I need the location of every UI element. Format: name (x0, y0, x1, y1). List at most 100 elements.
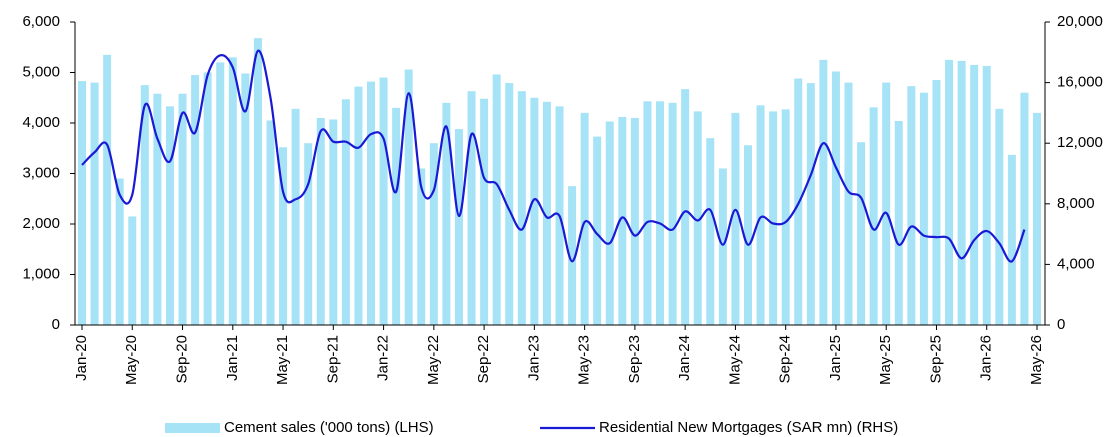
bar (970, 64, 979, 326)
bar (304, 143, 313, 325)
bar (316, 117, 325, 325)
bar (580, 112, 589, 326)
bar (203, 72, 212, 325)
bar (103, 54, 112, 325)
bar (78, 81, 86, 326)
bar (253, 38, 262, 325)
legend-label: Cement sales ('000 tons) (LHS) (224, 419, 434, 436)
bar (656, 101, 665, 325)
bar (291, 108, 300, 325)
bar (530, 97, 539, 325)
bar (819, 59, 828, 325)
x-tick-label: Sep-23 (626, 335, 643, 383)
bar (831, 71, 840, 326)
bar (354, 86, 363, 325)
y-tick-label: 2,000 (22, 215, 60, 232)
bar (115, 178, 124, 325)
bar (216, 62, 225, 326)
bar (731, 112, 740, 326)
bar (417, 168, 426, 325)
bar (857, 142, 866, 325)
bar (404, 69, 413, 325)
x-tick-label: Jan-21 (224, 335, 241, 381)
bar (517, 91, 526, 325)
x-tick-label: May-24 (726, 335, 743, 385)
x-tick-label: Sep-20 (173, 335, 190, 383)
x-tick-label: May-26 (1028, 335, 1045, 385)
bar (429, 143, 438, 325)
y-tick-label: 0 (52, 316, 60, 333)
bar (492, 74, 501, 326)
bar (1007, 154, 1016, 325)
bar (894, 120, 903, 325)
bar (945, 59, 954, 325)
bar (165, 106, 174, 326)
bar (341, 99, 350, 325)
x-tick-label: Jan-25 (827, 335, 844, 381)
bar (568, 186, 577, 325)
bar (743, 145, 752, 325)
bar (128, 216, 137, 325)
bar (756, 105, 765, 325)
bar (454, 129, 463, 325)
bar (693, 111, 702, 325)
bar (643, 101, 652, 325)
bar (706, 138, 715, 325)
bar (882, 82, 891, 325)
y-tick-label: 6,000 (22, 13, 60, 30)
bar (681, 89, 690, 325)
x-tick-label: May-23 (576, 335, 593, 385)
bar (630, 117, 639, 325)
legend-label: Residential New Mortgages (SAR mn) (RHS) (599, 419, 898, 436)
bar (995, 108, 1004, 325)
bar (718, 168, 727, 325)
bar (266, 120, 275, 325)
bar (919, 92, 928, 325)
x-tick-label: Sep-24 (777, 335, 794, 383)
bar (467, 91, 476, 325)
bar (153, 93, 162, 326)
y2-tick-label: 0 (1057, 316, 1065, 333)
y2-tick-label: 12,000 (1057, 134, 1103, 151)
y-tick-label: 4,000 (22, 114, 60, 131)
y-tick-label: 3,000 (22, 164, 60, 181)
bar (367, 81, 376, 325)
bar (869, 107, 878, 325)
y-tick-label: 1,000 (22, 265, 60, 282)
bar (982, 65, 991, 325)
bar (241, 73, 250, 325)
legend-swatch (165, 423, 220, 433)
bar (442, 102, 451, 325)
y2-tick-label: 20,000 (1057, 13, 1103, 30)
bar (279, 147, 288, 325)
x-tick-label: Jan-23 (525, 335, 542, 381)
bar (542, 101, 551, 325)
x-tick-label: Sep-22 (475, 335, 492, 383)
y2-tick-label: 4,000 (1057, 255, 1095, 272)
bar (668, 102, 677, 325)
x-tick-label: Sep-25 (927, 335, 944, 383)
bar (844, 82, 853, 325)
y-tick-label: 5,000 (22, 63, 60, 80)
bar (769, 111, 778, 325)
x-tick-label: Sep-21 (324, 335, 341, 383)
bar (228, 57, 237, 325)
x-tick-label: Jan-20 (73, 335, 90, 381)
bar (392, 107, 401, 325)
x-tick-label: May-21 (274, 335, 291, 385)
bar (90, 82, 99, 325)
bar (1033, 112, 1041, 326)
bar (505, 83, 514, 325)
x-tick-label: Jan-22 (375, 335, 392, 381)
bar (480, 98, 489, 325)
bar (781, 109, 790, 326)
bar (191, 75, 200, 326)
bar (957, 60, 966, 325)
bar (379, 77, 388, 325)
bar (1020, 92, 1029, 325)
bar (806, 83, 815, 325)
bar (618, 116, 627, 325)
bar (178, 93, 187, 326)
line (81, 49, 1026, 263)
